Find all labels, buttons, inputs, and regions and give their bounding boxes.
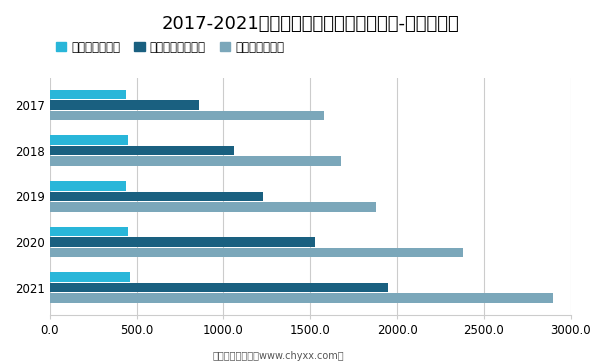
Bar <box>50 227 128 236</box>
Bar <box>50 283 388 293</box>
Bar <box>50 156 341 166</box>
Bar <box>50 100 199 110</box>
Bar <box>50 272 130 282</box>
Bar <box>50 293 553 303</box>
Bar <box>50 111 324 120</box>
Text: 制图：智研咨询（www.chyxx.com）: 制图：智研咨询（www.chyxx.com） <box>212 351 344 362</box>
Bar <box>50 202 376 212</box>
Bar <box>50 181 126 191</box>
Bar <box>50 248 463 257</box>
Bar <box>50 237 315 247</box>
Title: 2017-2021年新希望、海大集团及唐人神-饲料销售量: 2017-2021年新希望、海大集团及唐人神-饲料销售量 <box>161 15 459 33</box>
Bar <box>50 135 128 145</box>
Legend: 唐人神（万吨）, 海大集团（万吨）, 新希望（万吨）: 唐人神（万吨）, 海大集团（万吨）, 新希望（万吨） <box>56 41 284 54</box>
Bar <box>50 192 264 201</box>
Bar <box>50 146 234 155</box>
Bar <box>50 90 126 99</box>
